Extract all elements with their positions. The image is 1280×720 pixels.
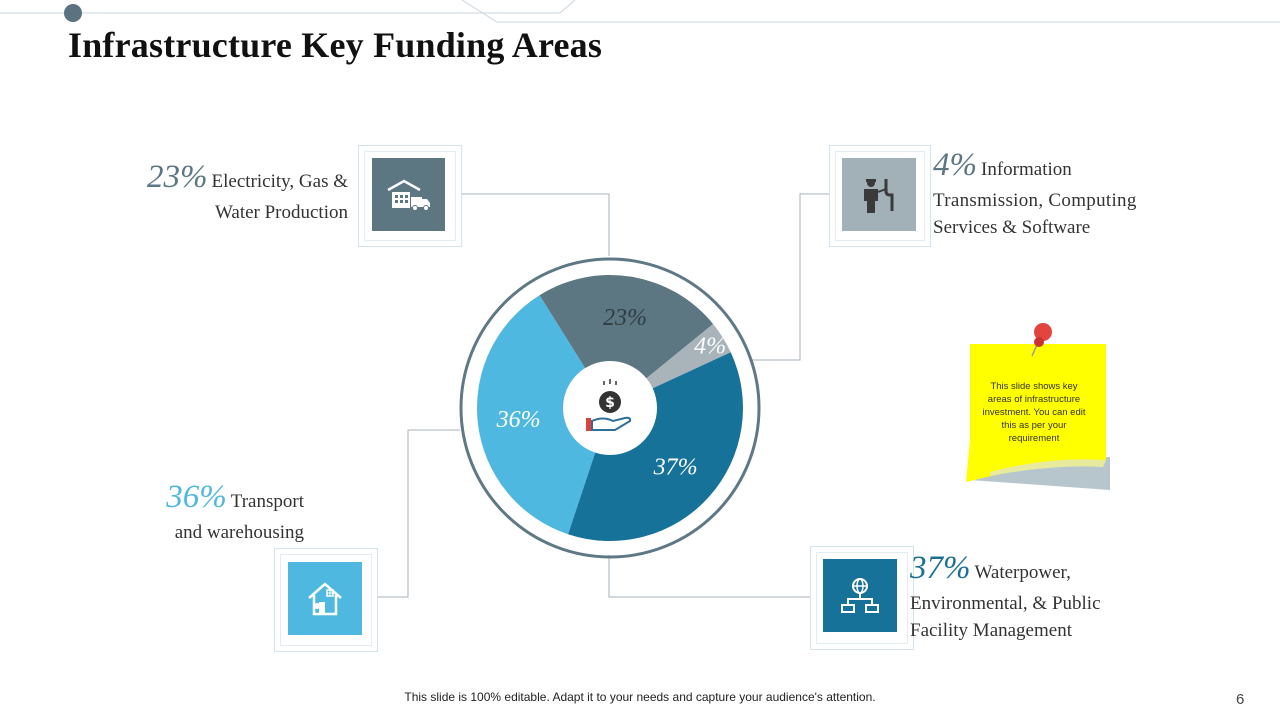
footer-text: This slide is 100% editable. Adapt it to… xyxy=(404,690,876,704)
warehouse-truck-icon xyxy=(386,179,430,211)
title-bullet-dot xyxy=(64,4,82,22)
area-information-line1: Information xyxy=(981,159,1072,180)
area-information-icon-tile xyxy=(842,158,916,231)
top-decoration xyxy=(0,0,1280,23)
technician-icon xyxy=(864,178,894,213)
area-information-line2: Transmission, Computing xyxy=(933,190,1137,211)
page-title: Infrastructure Key Funding Areas xyxy=(68,25,603,65)
sticky-note-line: This slide shows key xyxy=(990,381,1078,392)
area-electricity-percent: 23% xyxy=(147,159,208,195)
house-icon xyxy=(308,581,342,615)
sticky-note-text: This slide shows key areas of infrastruc… xyxy=(975,380,1093,445)
svg-text:$: $ xyxy=(605,395,615,411)
outer-ring xyxy=(459,257,761,559)
area-waterpower-line3: Facility Management xyxy=(910,620,1072,641)
area-information-percent: 4% xyxy=(933,147,977,183)
push-pin-icon xyxy=(1031,323,1052,357)
area-transport-label: 36% Transport and warehousing xyxy=(110,479,304,549)
area-waterpower-line2: Environmental, & Public xyxy=(910,593,1101,614)
slice-information-label: 4% xyxy=(694,333,726,359)
area-information-line3: Services & Software xyxy=(933,217,1091,238)
sticky-note-line: areas of infrastructure xyxy=(987,394,1081,405)
area-electricity-icon-tile xyxy=(372,158,445,231)
slice-transport xyxy=(477,295,610,535)
sticky-note-line: this as per your xyxy=(1001,420,1067,431)
area-waterpower-percent: 37% xyxy=(910,550,971,586)
sticky-note-line: requirement xyxy=(1008,433,1060,444)
area-transport-line2: and warehousing xyxy=(174,522,304,543)
sticky-note-line: investment. You can edit xyxy=(982,407,1086,418)
sticky-note xyxy=(966,323,1110,490)
area-waterpower-icon-tile xyxy=(823,559,897,632)
slice-waterpower xyxy=(568,352,743,541)
slice-electricity-label: 23% xyxy=(603,305,647,331)
area-electricity-line1: Electricity, Gas & xyxy=(211,171,348,192)
area-waterpower-label: 37% Waterpower, Environmental, & Public … xyxy=(910,550,1170,651)
network-globe-icon xyxy=(841,577,879,613)
area-electricity-label: 23% Electricity, Gas & Water Production xyxy=(110,159,348,229)
slice-waterpower-label: 37% xyxy=(653,455,698,481)
slice-transport-label: 36% xyxy=(496,407,541,433)
area-electricity-line2: Water Production xyxy=(214,202,348,223)
hand-money-icon: $ xyxy=(586,379,632,431)
area-information-label: 4% Information Transmission, Computing S… xyxy=(933,147,1193,248)
slice-electricity xyxy=(539,275,714,408)
area-waterpower-line1: Waterpower, xyxy=(974,562,1071,583)
area-transport-line1: Transport xyxy=(230,491,304,512)
area-transport-icon-tile xyxy=(288,562,362,635)
page-number: 6 xyxy=(1236,691,1245,708)
area-transport-percent: 36% xyxy=(166,479,227,515)
